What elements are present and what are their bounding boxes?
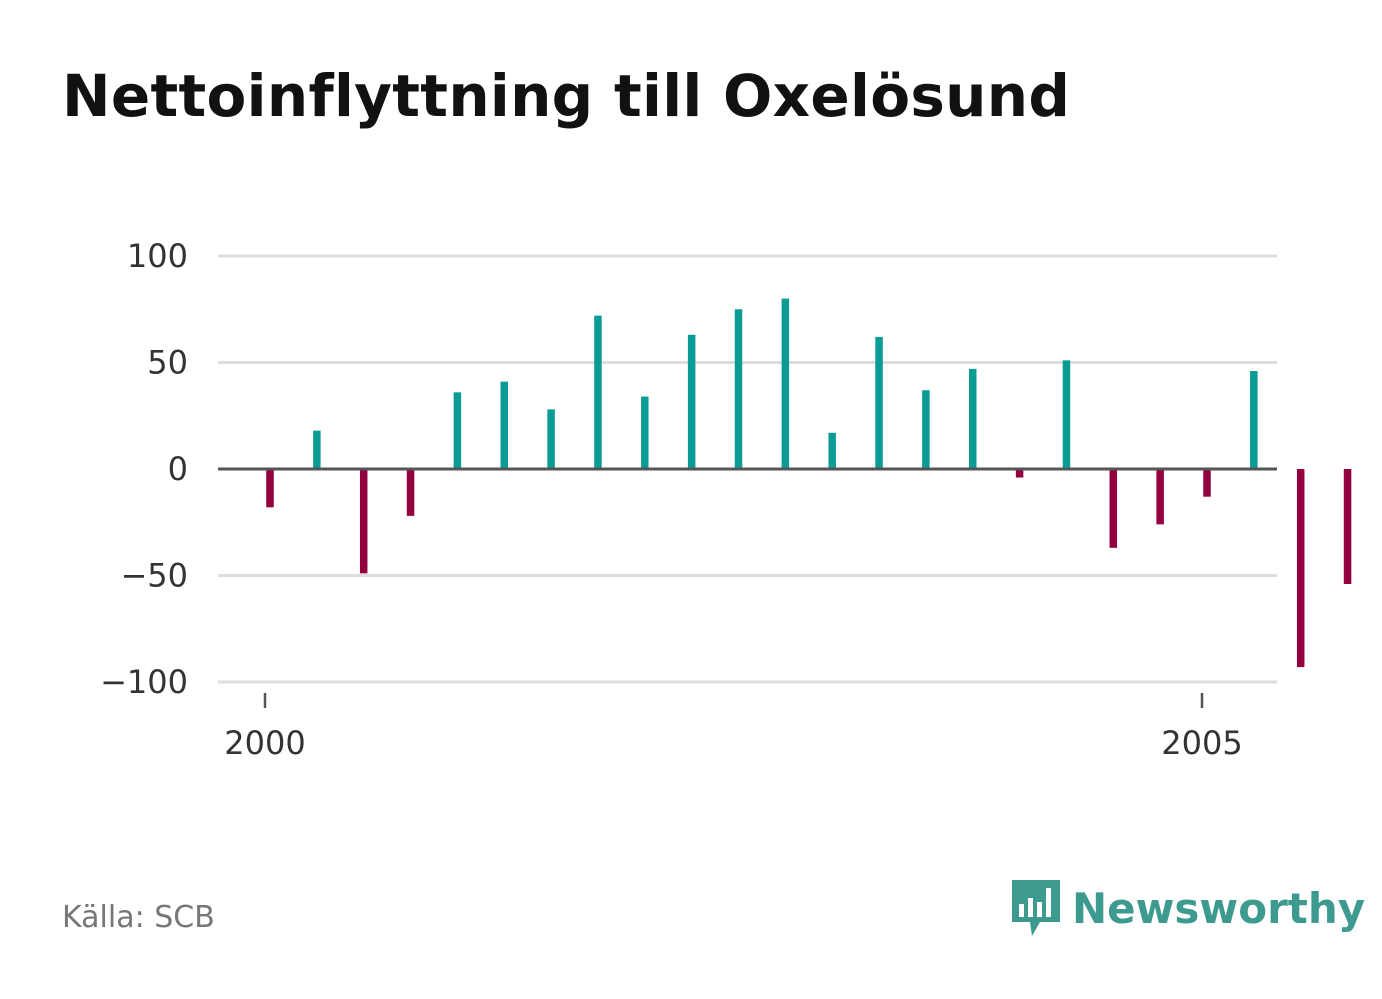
x-tick-label: 2000 — [224, 724, 305, 762]
bar — [828, 432, 836, 469]
y-tick-label: −100 — [100, 663, 188, 701]
logo-bar-2 — [1028, 898, 1033, 917]
y-tick-label: 50 — [147, 344, 188, 382]
bar — [594, 315, 602, 469]
y-tick-label: 0 — [168, 450, 188, 488]
bar — [359, 469, 368, 574]
source-label: Källa: SCB — [62, 900, 215, 935]
bar — [1343, 469, 1352, 585]
bar — [969, 368, 977, 469]
bar — [313, 430, 321, 469]
bar — [922, 390, 930, 469]
bar — [734, 309, 743, 469]
bar — [687, 334, 696, 469]
bar — [1109, 469, 1118, 548]
bar — [547, 409, 555, 469]
bar — [641, 396, 649, 469]
bar — [875, 336, 883, 469]
bar — [1203, 469, 1211, 497]
bar — [781, 298, 790, 469]
logo-bar-1 — [1019, 904, 1024, 917]
bar — [500, 381, 508, 469]
newsworthy-logo-icon — [1012, 880, 1060, 936]
chart-title: Nettoinflyttning till Oxelösund — [62, 62, 1071, 130]
brand-logo[interactable]: Newsworthy — [1010, 878, 1365, 938]
bars — [266, 298, 1352, 668]
bar — [1156, 469, 1164, 525]
bar — [1015, 469, 1024, 478]
logo-bar-3 — [1037, 902, 1042, 917]
bar — [1062, 360, 1071, 469]
logo-bar-4 — [1046, 888, 1051, 917]
bar — [453, 392, 462, 469]
bar — [1296, 469, 1305, 668]
bar — [266, 469, 274, 508]
y-tick-label: −50 — [120, 557, 188, 595]
x-tick-label: 2005 — [1161, 724, 1242, 762]
y-tick-label: 100 — [127, 237, 188, 275]
brand-name: Newsworthy — [1072, 883, 1366, 933]
bar — [406, 469, 415, 516]
bar — [1250, 371, 1258, 469]
